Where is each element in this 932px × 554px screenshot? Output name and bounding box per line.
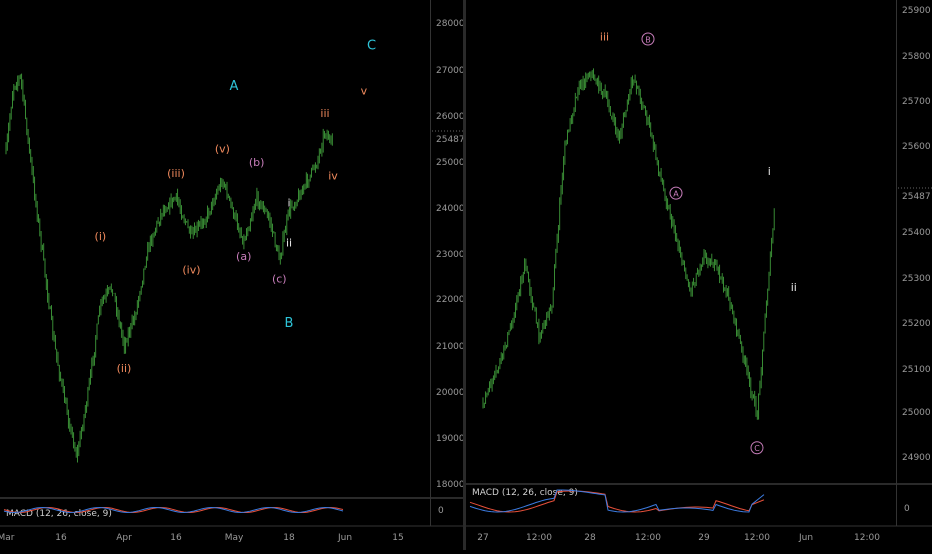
wave-label: A	[673, 190, 679, 199]
y-tick-label: 25400	[902, 228, 931, 238]
chart-panel-daily[interactable]: 28000 27000 26000 25487 25000 24000 23000 22000…	[0, 0, 466, 550]
wave-label: (iv)	[182, 263, 200, 276]
y-tick-label: 25900	[902, 6, 931, 16]
y-tick-label: 25700	[902, 97, 931, 107]
wave-label: (v)	[215, 143, 230, 156]
wave-label: ii	[791, 281, 797, 294]
macd-line	[469, 489, 765, 513]
y-tick-label: 25300	[902, 274, 931, 284]
macd-label: MACD (12, 26, close, 9)	[6, 509, 112, 519]
wave-label-circle	[641, 32, 655, 46]
wave-label: (i)	[95, 230, 107, 243]
y-tick-label: 23000	[436, 250, 463, 260]
wave-label: i	[768, 165, 771, 178]
wave-label: (iii)	[167, 167, 185, 180]
y-tick-label: 25600	[902, 142, 931, 152]
wave-label: v	[361, 84, 368, 97]
wave-label: B	[645, 35, 651, 44]
y-tick-label: 24000	[436, 204, 463, 214]
y-tick-label: 25000	[436, 158, 463, 168]
wave-label: (c)	[272, 272, 287, 285]
x-tick-label: May	[225, 533, 244, 543]
intraday-chart-svg: 25900 25800 25700 25600 25487 25400 25300 25200…	[466, 0, 932, 543]
y-tick-label: 27000	[436, 66, 463, 76]
y-tick-label: 25000	[902, 408, 931, 418]
x-tick-label: 16	[170, 533, 182, 543]
macd-signal-line	[3, 506, 344, 514]
wave-label: iv	[328, 169, 338, 182]
wave-label: A	[230, 79, 239, 94]
y-tick-label: 20000	[436, 388, 463, 398]
wave-label: C	[754, 444, 760, 453]
x-tick-label: 29	[698, 533, 710, 543]
macd-zero-tick: 0	[438, 506, 444, 516]
x-tick-label: Apr	[116, 533, 132, 543]
wave-label: (a)	[236, 250, 251, 263]
wave-label: (ii)	[117, 362, 132, 375]
y-tick-label: 19000	[436, 434, 463, 444]
wave-label: C	[367, 39, 376, 54]
macd-line	[3, 506, 344, 514]
y-tick-label: 24900	[902, 453, 931, 463]
wave-label-circle	[750, 441, 764, 455]
x-tick-label: 12:00	[744, 533, 770, 543]
y-tick-label: 28000	[436, 19, 463, 29]
y-tick-label: 21000	[436, 342, 463, 352]
wave-label: iii	[320, 107, 329, 120]
wave-label-circle	[669, 186, 683, 200]
panel-divider[interactable]	[463, 0, 466, 550]
candles-group	[5, 73, 333, 463]
wave-label: (b)	[249, 156, 265, 169]
x-tick-label: 12:00	[526, 533, 552, 543]
x-tick-label: 16	[55, 533, 67, 543]
x-tick-label: 28	[584, 533, 596, 543]
wave-label: B	[285, 316, 294, 331]
x-tick-label: Jun	[337, 533, 352, 543]
wave-label: iii	[600, 31, 609, 44]
y-tick-label: 25487	[436, 135, 463, 145]
wave-label: ii	[286, 237, 292, 250]
y-tick-label: 26000	[436, 112, 463, 122]
x-tick-label: Jun	[798, 533, 813, 543]
y-tick-label: 25487	[902, 192, 931, 202]
wave-label: i	[287, 196, 290, 209]
y-tick-label: 18000	[436, 480, 463, 490]
y-tick-label: 25800	[902, 52, 931, 62]
x-tick-label: 12:00	[635, 533, 661, 543]
macd-zero-tick: 0	[904, 504, 910, 514]
x-tick-label: 18	[283, 533, 295, 543]
candles-group	[482, 68, 775, 420]
macd-signal-line	[469, 490, 765, 513]
y-tick-label: 25200	[902, 319, 931, 329]
x-tick-label: 15	[392, 533, 403, 543]
chart-panel-intraday[interactable]: 25900 25800 25700 25600 25487 25400 25300 25200…	[466, 0, 932, 550]
macd-label: MACD (12, 26, close, 9)	[472, 488, 578, 498]
x-tick-label: 12:00	[854, 533, 880, 543]
x-tick-label: 27	[477, 533, 488, 543]
y-tick-label: 25100	[902, 365, 931, 375]
daily-chart-svg: 28000 27000 26000 25487 25000 24000 23000 22000…	[0, 0, 466, 543]
y-tick-label: 22000	[436, 295, 463, 305]
x-tick-label: Mar	[0, 533, 15, 543]
